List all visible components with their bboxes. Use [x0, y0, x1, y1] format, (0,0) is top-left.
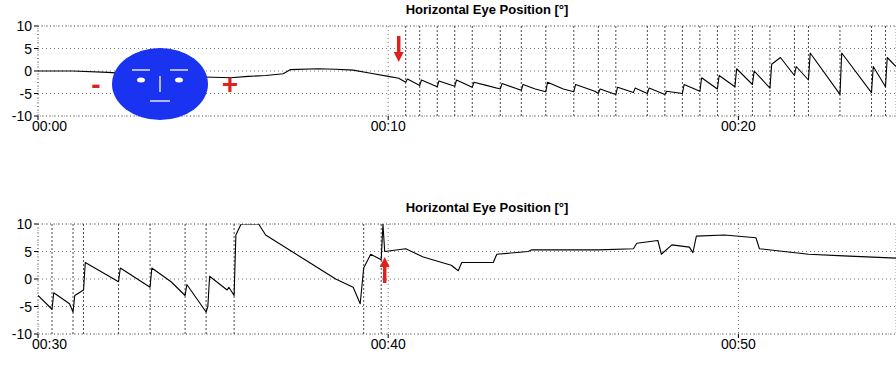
- eyebrow: [132, 69, 150, 70]
- event-line: [185, 224, 186, 334]
- tick-mark: [34, 26, 38, 27]
- grid-line: [38, 251, 896, 252]
- eyebrow: [170, 69, 188, 70]
- event-line: [500, 26, 501, 116]
- arrow-shaft: [383, 265, 387, 283]
- grid-line: [38, 224, 39, 334]
- event-line: [839, 26, 840, 116]
- grid-line: [38, 306, 896, 307]
- tick-mark: [34, 306, 38, 307]
- event-line: [664, 26, 665, 116]
- tick-mark: [34, 334, 38, 335]
- tick-mark: [34, 71, 38, 72]
- eye: [175, 78, 183, 83]
- event-line: [454, 26, 455, 116]
- grid-line: [38, 334, 896, 335]
- event-line: [598, 26, 599, 116]
- event-line: [381, 224, 382, 334]
- event-line: [405, 26, 406, 116]
- grid-line: [738, 224, 739, 334]
- tick-mark: [34, 116, 38, 117]
- tick-mark: [34, 251, 38, 252]
- tick-label: 10: [16, 18, 32, 34]
- plot-area: [38, 224, 896, 334]
- event-line: [363, 224, 364, 334]
- tick-label: 00:10: [371, 118, 406, 134]
- figure: Horizontal Eye Position [°]-10-5051000:0…: [0, 0, 896, 367]
- tick-label: 0: [24, 271, 32, 287]
- arrow-head: [394, 52, 404, 62]
- grid-line: [388, 26, 389, 116]
- direction-label: +: [222, 69, 238, 100]
- tick-label: 00:40: [371, 336, 406, 352]
- tick-label: 00:50: [721, 336, 756, 352]
- tick-label: -5: [20, 299, 33, 315]
- plot-frame: [38, 224, 896, 334]
- event-line: [769, 26, 770, 116]
- grid-line: [388, 224, 389, 334]
- chart-title: Horizontal Eye Position [°]: [406, 2, 569, 17]
- event-line: [545, 26, 546, 116]
- trace-line: [38, 224, 896, 312]
- nose: [159, 76, 160, 92]
- event-line: [734, 26, 735, 116]
- grid-line: [38, 224, 896, 225]
- annotation-arrow: [394, 36, 404, 62]
- event-line: [647, 26, 648, 116]
- tick-label: 0: [24, 63, 32, 79]
- tick-mark: [34, 224, 38, 225]
- tick-mark: [34, 93, 38, 94]
- face: [112, 48, 208, 120]
- event-line: [699, 26, 700, 116]
- tick-label: 10: [16, 216, 32, 232]
- event-line: [573, 26, 574, 116]
- arrow-head: [380, 257, 390, 267]
- event-line: [885, 26, 886, 116]
- direction-label: -: [91, 69, 100, 100]
- event-line: [73, 224, 74, 334]
- mouth: [150, 100, 170, 101]
- event-line: [615, 26, 616, 116]
- event-line: [206, 224, 207, 334]
- tick-label: -5: [20, 86, 33, 102]
- tick-label: 5: [24, 244, 32, 260]
- arrow-shaft: [397, 36, 401, 54]
- event-line: [437, 26, 438, 116]
- tick-mark: [34, 279, 38, 280]
- tick-label: 00:00: [32, 118, 67, 134]
- chart-panel: Horizontal Eye Position [°] -10 -5 0 5 10 00:0…: [12, 2, 896, 134]
- chart-title: Horizontal Eye Position [°]: [406, 200, 569, 215]
- event-line: [682, 26, 683, 116]
- event-line: [521, 26, 522, 116]
- event-line: [472, 26, 473, 116]
- event-line: [871, 26, 872, 116]
- event-line: [419, 26, 420, 116]
- tick-label: 5: [24, 41, 32, 57]
- tick-label: 00:30: [32, 336, 67, 352]
- eye: [137, 78, 145, 83]
- event-line: [52, 224, 53, 334]
- event-line: [752, 26, 753, 116]
- event-line: [717, 26, 718, 116]
- chart-panel: Horizontal Eye Position [°] -10 -5 0 5 10 00:3…: [12, 200, 896, 352]
- tick-label: -10: [12, 108, 32, 124]
- annotation-arrow: [380, 257, 390, 283]
- grid-line: [38, 26, 896, 27]
- tick-label: 00:20: [721, 118, 756, 134]
- face-icon: [112, 48, 208, 120]
- tick-label: -10: [12, 326, 32, 342]
- tick-mark: [34, 48, 38, 49]
